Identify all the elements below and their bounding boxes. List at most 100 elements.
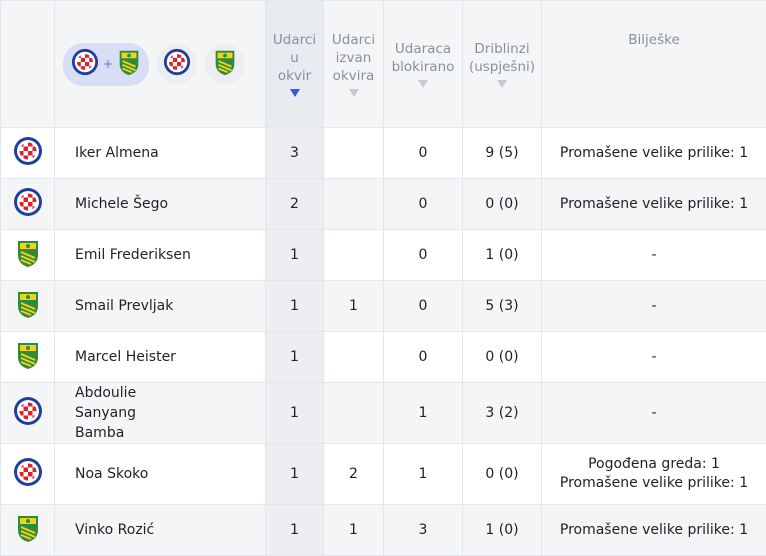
note-line: Promašene velike prilike: 1 xyxy=(542,474,766,493)
dribbles-cell: 1 (0) xyxy=(463,505,542,556)
column-header-notes: Bilješke xyxy=(542,1,766,128)
header-row: + xyxy=(1,1,766,128)
hajduk-crest-icon xyxy=(71,48,99,81)
shots-off-target-cell: 2 xyxy=(324,444,384,505)
dribbles-cell: 0 (0) xyxy=(463,332,542,383)
crest-cell xyxy=(1,444,55,505)
player-name[interactable]: Noa Skoko xyxy=(55,444,266,505)
filter-istra-button[interactable] xyxy=(205,44,245,84)
notes-cell: Promašene velike prilike: 1 xyxy=(542,179,766,230)
istra-crest-icon xyxy=(16,289,40,323)
shots-blocked-cell: 0 xyxy=(384,332,463,383)
shots-blocked-cell: 0 xyxy=(384,128,463,179)
column-label: Udaraca blokirano xyxy=(388,40,458,76)
player-name[interactable]: Iker Almena xyxy=(55,128,266,179)
player-name[interactable]: Marcel Heister xyxy=(55,332,266,383)
note-line: - xyxy=(542,246,766,265)
shots-off-target-cell xyxy=(324,230,384,281)
player-name[interactable]: Michele Šego xyxy=(55,179,266,230)
column-label: Driblinzi (uspješni) xyxy=(466,40,538,76)
istra-crest-icon xyxy=(16,238,40,272)
crest-cell xyxy=(1,128,55,179)
crest-cell xyxy=(1,281,55,332)
crest-column-header xyxy=(1,1,55,128)
istra-crest-icon xyxy=(16,513,40,547)
notes-cell: Promašene velike prilike: 1 xyxy=(542,128,766,179)
shots-blocked-cell: 0 xyxy=(384,281,463,332)
shots-blocked-cell: 1 xyxy=(384,383,463,444)
column-header-off-target[interactable]: Udarci izvan okvira xyxy=(324,1,384,128)
shots-blocked-cell: 0 xyxy=(384,179,463,230)
notes-cell: - xyxy=(542,230,766,281)
note-line: Promašene velike prilike: 1 xyxy=(542,521,766,540)
dribbles-cell: 1 (0) xyxy=(463,230,542,281)
shots-blocked-cell: 3 xyxy=(384,505,463,556)
shots-on-target-cell: 1 xyxy=(266,383,324,444)
player-name[interactable]: Smail Prevljak xyxy=(55,281,266,332)
note-line: Promašene velike prilike: 1 xyxy=(542,195,766,214)
hajduk-crest-icon xyxy=(163,48,191,81)
player-name[interactable]: Vinko Rozić xyxy=(55,505,266,556)
crest-cell xyxy=(1,179,55,230)
column-header-blocked[interactable]: Udaraca blokirano xyxy=(384,1,463,128)
shots-on-target-cell: 1 xyxy=(266,444,324,505)
shots-off-target-cell: 1 xyxy=(324,281,384,332)
notes-cell: - xyxy=(542,332,766,383)
note-line: - xyxy=(542,297,766,316)
crest-cell xyxy=(1,230,55,281)
shots-on-target-cell: 3 xyxy=(266,128,324,179)
sort-arrow-icon xyxy=(349,89,359,97)
dribbles-cell: 3 (2) xyxy=(463,383,542,444)
player-name[interactable]: Abdoulie Sanyang Bamba xyxy=(55,383,266,444)
istra-crest-icon xyxy=(117,48,141,81)
dribbles-cell: 0 (0) xyxy=(463,179,542,230)
crest-cell xyxy=(1,383,55,444)
plus-icon: + xyxy=(103,55,113,73)
crest-cell xyxy=(1,332,55,383)
note-line: - xyxy=(542,348,766,367)
shots-off-target-cell xyxy=(324,332,384,383)
sort-arrow-icon xyxy=(290,89,300,97)
shots-on-target-cell: 1 xyxy=(266,281,324,332)
column-header-dribbles[interactable]: Driblinzi (uspješni) xyxy=(463,1,542,128)
hajduk-crest-icon xyxy=(13,136,43,170)
hajduk-crest-icon xyxy=(13,396,43,430)
shots-on-target-cell: 1 xyxy=(266,505,324,556)
column-header-on-target[interactable]: Udarci u okvir xyxy=(266,1,324,128)
notes-cell: - xyxy=(542,281,766,332)
shots-off-target-cell xyxy=(324,179,384,230)
shots-on-target-cell: 1 xyxy=(266,332,324,383)
hajduk-crest-icon xyxy=(13,187,43,221)
shots-blocked-cell: 0 xyxy=(384,230,463,281)
istra-crest-icon xyxy=(213,48,237,81)
istra-crest-icon xyxy=(16,340,40,374)
shots-off-target-cell xyxy=(324,128,384,179)
column-label: Udarci izvan okvira xyxy=(331,31,377,85)
notes-cell: - xyxy=(542,383,766,444)
sort-arrow-icon xyxy=(497,80,507,88)
note-line: Pogođena greda: 1 xyxy=(542,455,766,474)
note-line: - xyxy=(542,404,766,423)
dribbles-cell: 9 (5) xyxy=(463,128,542,179)
shots-on-target-cell: 1 xyxy=(266,230,324,281)
column-label: Udarci u okvir xyxy=(273,31,317,85)
note-line: Promašene velike prilike: 1 xyxy=(542,144,766,163)
crest-cell xyxy=(1,505,55,556)
shots-blocked-cell: 1 xyxy=(384,444,463,505)
column-label: Bilješke xyxy=(628,32,680,48)
player-name[interactable]: Emil Frederiksen xyxy=(55,230,266,281)
notes-cell: Promašene velike prilike: 1 xyxy=(542,505,766,556)
dribbles-cell: 5 (3) xyxy=(463,281,542,332)
filter-hajduk-button[interactable] xyxy=(157,44,197,84)
filter-both-teams-button[interactable]: + xyxy=(63,43,149,86)
